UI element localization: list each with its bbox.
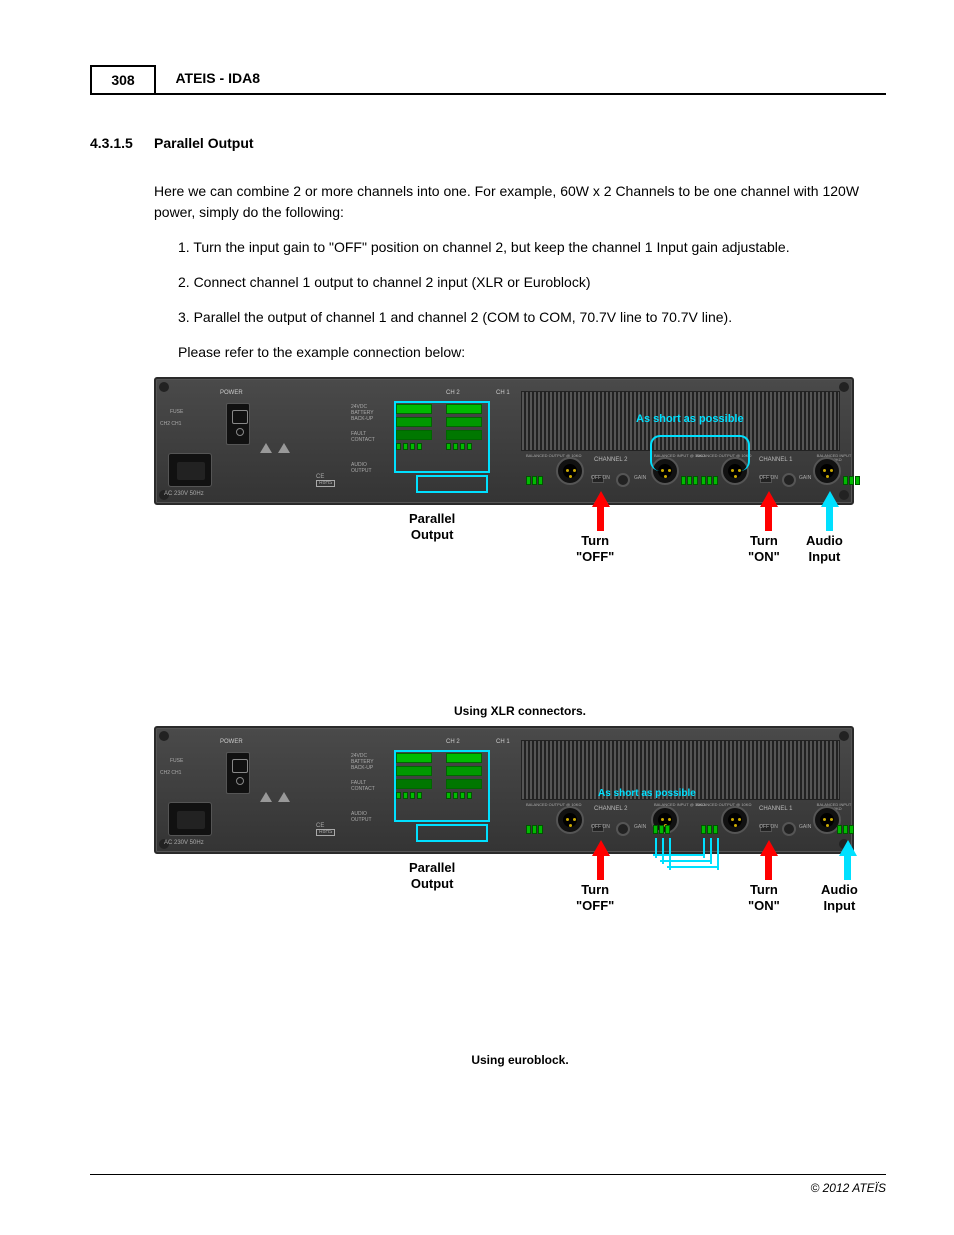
step-1: 1. Turn the input gain to "OFF" position… bbox=[178, 237, 886, 258]
parallel-output-box2 bbox=[416, 475, 488, 493]
channel2-label: CHANNEL 2 bbox=[594, 457, 627, 463]
euro-out-ch2-b bbox=[526, 825, 543, 834]
step-3: 3. Parallel the output of channel 1 and … bbox=[178, 307, 886, 328]
fuse-label-2: FUSE bbox=[170, 758, 183, 764]
callout-turn-off: Turn "OFF" bbox=[576, 533, 614, 566]
fault-label: FAULT CONTACT bbox=[351, 431, 375, 443]
ch1-top-label: CH 1 bbox=[496, 390, 510, 396]
power-switch bbox=[226, 403, 250, 445]
figure1-caption: Using XLR connectors. bbox=[154, 704, 886, 718]
page-number: 308 bbox=[90, 65, 156, 93]
ac-label-2: AC 230V 50Hz bbox=[164, 840, 204, 846]
ch1-top-label-2: CH 1 bbox=[496, 739, 510, 745]
gain-knob-ch2 bbox=[616, 473, 630, 487]
page-footer: © 2012 ATEÏS bbox=[90, 1174, 886, 1195]
xlr-out-ch2-b bbox=[556, 806, 584, 834]
intro-paragraph: Here we can combine 2 or more channels i… bbox=[154, 181, 886, 223]
parallel-output-box bbox=[394, 401, 490, 473]
fuse-label: FUSE bbox=[170, 409, 183, 415]
off-on-ch1-b: OFF ON bbox=[759, 824, 778, 830]
page-header: 308 ATEIS - IDA8 bbox=[90, 65, 886, 95]
refer-paragraph: Please refer to the example connection b… bbox=[178, 342, 886, 363]
section-heading: 4.3.1.5 Parallel Output bbox=[90, 135, 886, 151]
euro-in-ch2 bbox=[681, 476, 698, 485]
figure-xlr: POWER FUSE CH2 CH1 AC 230V 50Hz CERoHS 2… bbox=[154, 377, 886, 718]
jumper-cable bbox=[650, 435, 750, 471]
parallel-output-box-b bbox=[394, 750, 490, 822]
gain-lbl-ch2: GAIN bbox=[634, 475, 646, 481]
audio-output-label-2: AUDIO OUTPUT bbox=[351, 811, 372, 823]
gain-lbl-ch2-b: GAIN bbox=[634, 824, 646, 830]
gain-lbl-ch1: GAIN bbox=[799, 475, 811, 481]
power-label: POWER bbox=[220, 390, 243, 396]
gain-knob-ch1-b bbox=[782, 822, 796, 836]
amp-rear-panel-euroblock: POWER FUSE CH2 CH1 AC 230V 50Hz CERoHS 2… bbox=[154, 726, 854, 854]
caution-icons bbox=[260, 443, 290, 453]
gain-knob-ch1 bbox=[782, 473, 796, 487]
iec-inlet-2 bbox=[168, 802, 212, 836]
power-label-2: POWER bbox=[220, 739, 243, 745]
ch-label-2: CH2 CH1 bbox=[160, 770, 181, 776]
ac-label: AC 230V 50Hz bbox=[164, 491, 204, 497]
callout-turn-on-b: Turn "ON" bbox=[748, 882, 780, 915]
power-switch-2 bbox=[226, 752, 250, 794]
caution-icons-2 bbox=[260, 792, 290, 802]
body-text: Here we can combine 2 or more channels i… bbox=[154, 181, 886, 363]
figure2-caption: Using euroblock. bbox=[154, 1053, 886, 1067]
parallel-output-box2-b bbox=[416, 824, 488, 842]
xlr-in-ch1 bbox=[813, 457, 841, 485]
doc-title: ATEIS - IDA8 bbox=[160, 65, 260, 91]
section-number: 4.3.1.5 bbox=[90, 135, 154, 151]
wire-h2 bbox=[660, 860, 710, 862]
backup-label-2: 24VDC BATTERY BACK-UP bbox=[351, 753, 374, 771]
off-on-ch2-b: OFF ON bbox=[591, 824, 610, 830]
off-on-ch2: OFF ON bbox=[591, 475, 610, 481]
callout-parallel-output: Parallel Output bbox=[409, 511, 455, 544]
as-short-label-2: As short as possible bbox=[598, 788, 696, 799]
callout-turn-off-b: Turn "OFF" bbox=[576, 882, 614, 915]
wire-h3 bbox=[667, 866, 717, 868]
euro-out-ch1-b bbox=[701, 825, 718, 834]
fault-label-2: FAULT CONTACT bbox=[351, 780, 375, 792]
channel1-label: CHANNEL 1 bbox=[759, 457, 792, 463]
backup-label: 24VDC BATTERY BACK-UP bbox=[351, 404, 374, 422]
ch-label: CH2 CH1 bbox=[160, 421, 181, 427]
wire-h1 bbox=[653, 854, 703, 856]
ce-rohs-2: CERoHS bbox=[316, 823, 335, 836]
gain-lbl-ch1-b: GAIN bbox=[799, 824, 811, 830]
wire-v6 bbox=[717, 838, 719, 870]
euro-out-ch1 bbox=[701, 476, 718, 485]
ch2-top-label: CH 2 bbox=[446, 390, 460, 396]
callout-audio-input: Audio Input bbox=[806, 533, 843, 566]
channel2-label-b: CHANNEL 2 bbox=[594, 806, 627, 812]
ce-rohs: CERoHS bbox=[316, 474, 335, 487]
callout-audio-input-b: Audio Input bbox=[821, 882, 858, 915]
wire-v5 bbox=[710, 838, 712, 864]
ch2-top-label-2: CH 2 bbox=[446, 739, 460, 745]
callout-parallel-output-b: Parallel Output bbox=[409, 860, 455, 893]
section-title: Parallel Output bbox=[154, 135, 254, 151]
xlr-out-ch1-b bbox=[721, 806, 749, 834]
figure-euroblock: POWER FUSE CH2 CH1 AC 230V 50Hz CERoHS 2… bbox=[154, 726, 886, 1067]
euro-out-ch2 bbox=[526, 476, 543, 485]
off-on-ch1: OFF ON bbox=[759, 475, 778, 481]
euro-in-ch1-rt bbox=[843, 476, 860, 485]
channel1-label-b: CHANNEL 1 bbox=[759, 806, 792, 812]
page-content: 4.3.1.5 Parallel Output Here we can comb… bbox=[90, 135, 886, 1073]
as-short-label: As short as possible bbox=[636, 413, 744, 425]
xlr-out-ch2 bbox=[556, 457, 584, 485]
euro-in-ch1-rt-b bbox=[837, 825, 854, 834]
audio-output-label: AUDIO OUTPUT bbox=[351, 462, 372, 474]
gain-knob-ch2-b bbox=[616, 822, 630, 836]
iec-inlet bbox=[168, 453, 212, 487]
callout-turn-on: Turn "ON" bbox=[748, 533, 780, 566]
euro-in-ch2-b bbox=[653, 825, 670, 834]
wire-v4 bbox=[703, 838, 705, 858]
bal-out-ch1-b: BALANCED OUTPUT @ 10KΩ bbox=[696, 803, 751, 807]
copyright: © 2012 ATEÏS bbox=[810, 1181, 886, 1195]
amp-rear-panel-xlr: POWER FUSE CH2 CH1 AC 230V 50Hz CERoHS 2… bbox=[154, 377, 854, 505]
step-2: 2. Connect channel 1 output to channel 2… bbox=[178, 272, 886, 293]
